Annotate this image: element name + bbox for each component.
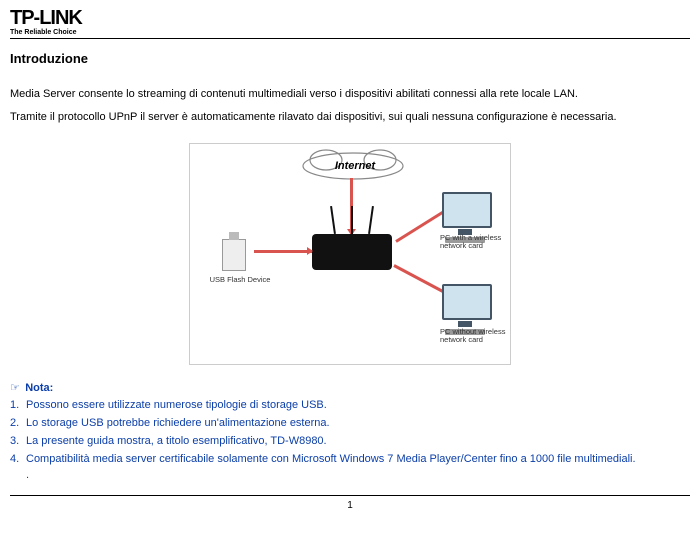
logo-tagline: The Reliable Choice <box>10 29 690 36</box>
page-header: TP-LINK The Reliable Choice <box>10 8 690 39</box>
intro-text: Media Server consente lo streaming di co… <box>10 86 690 125</box>
notes-heading: Nota: <box>25 382 53 394</box>
intro-paragraph-1: Media Server consente lo streaming di co… <box>10 86 690 103</box>
logo-text: TP-LINK <box>10 8 690 28</box>
pc2-label: PC without wireless network card <box>440 328 506 345</box>
note-item-3: 3.La presente guida mostra, a titolo ese… <box>10 434 690 449</box>
usb-label: USB Flash Device <box>204 276 276 285</box>
note-item-4: 4.Compatibilità media server certificabi… <box>10 452 690 467</box>
arrow-router-usb <box>254 250 312 253</box>
notes-section: ☞ Nota: 1.Possono essere utilizzate nume… <box>10 380 690 481</box>
diagram-container: Internet USB Flash Device PC with a wire… <box>10 143 690 368</box>
network-diagram: Internet USB Flash Device PC with a wire… <box>189 143 511 365</box>
intro-paragraph-2: Tramite il protocollo UPnP il server è a… <box>10 109 690 126</box>
usb-icon <box>222 239 246 271</box>
note-trailing-dot: . <box>26 469 690 481</box>
internet-label: Internet <box>310 152 400 180</box>
note-pointer-icon: ☞ <box>10 382 20 394</box>
router-icon <box>312 234 392 270</box>
notes-list: 1.Possono essere utilizzate numerose tip… <box>10 398 690 466</box>
page-number: 1 <box>347 500 353 511</box>
section-title: Introduzione <box>10 51 690 66</box>
note-item-1: 1.Possono essere utilizzate numerose tip… <box>10 398 690 413</box>
pc1-label: PC with a wireless network card <box>440 234 506 251</box>
page-footer: 1 <box>10 495 690 511</box>
note-item-2: 2.Lo storage USB potrebbe richiedere un'… <box>10 416 690 431</box>
